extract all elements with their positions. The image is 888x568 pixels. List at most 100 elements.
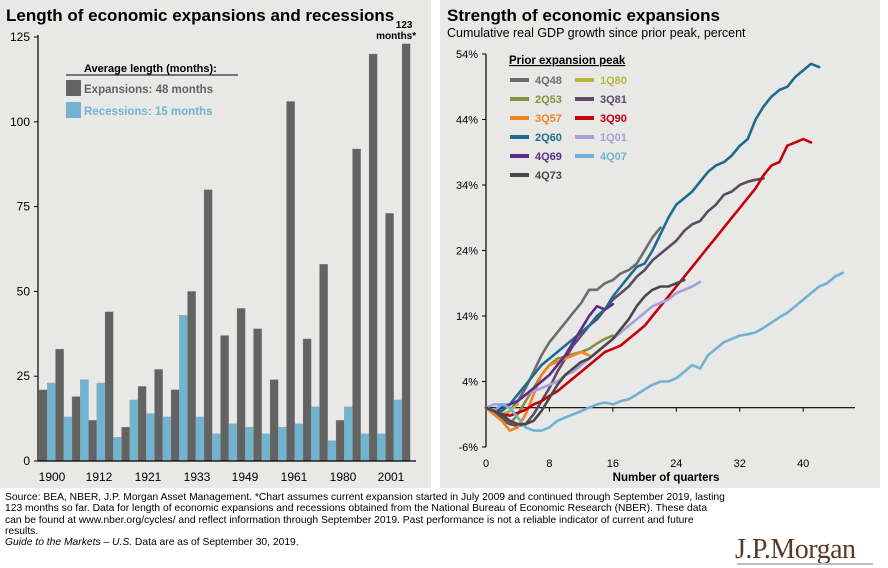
y-tick-label: 125 (10, 30, 30, 44)
legend-heading: Average length (months): (84, 63, 217, 75)
legend-label-recessions: Recessions: 15 months (84, 106, 212, 118)
expansion-bar (352, 148, 361, 462)
recession-bar (344, 406, 353, 462)
recession-bar (245, 426, 254, 462)
legend-label-1q01: 1Q01 (600, 132, 627, 144)
y-tick-label: -6% (458, 442, 478, 454)
x-tick-label: 1900 (39, 470, 66, 484)
expansion-bar (203, 189, 213, 462)
legend-label-1q80: 1Q80 (600, 75, 627, 87)
y-tick-label: 50 (17, 284, 31, 298)
jpmorgan-logo: J.P.Morgan (735, 534, 856, 565)
guide-date: Data are as of September 30, 2019. (132, 537, 299, 549)
guide-note: Guide to the Markets – U.S. Data are as … (5, 537, 725, 548)
recession-bar (96, 382, 106, 462)
x-tick-label: 1949 (232, 470, 259, 484)
recession-bar (261, 433, 271, 462)
recession-bar (47, 382, 56, 462)
expansion-bar (236, 308, 246, 462)
series-line-3q90 (484, 137, 813, 417)
legend-label-expansions: Expansions: 48 months (84, 84, 213, 96)
expansion-bar (38, 389, 48, 462)
expansion-bar (253, 328, 262, 462)
left-chart-title: Length of economic expansions and recess… (6, 6, 395, 25)
y-tick-label: 0 (23, 454, 30, 468)
recession-bar (228, 423, 238, 462)
expansion-bar (55, 348, 64, 462)
recession-bar (129, 399, 139, 462)
legend-label-4q07: 4Q07 (600, 151, 627, 163)
x-tick-label: 24 (670, 458, 682, 470)
y-tick-label: 25 (17, 369, 31, 383)
recession-bar (195, 416, 205, 462)
expansion-bar (154, 369, 163, 462)
legend-swatch-expansions (66, 80, 81, 96)
expansion-bar (286, 101, 295, 462)
expansion-bar (170, 389, 180, 462)
series-line-4q73 (484, 278, 686, 426)
legend-label-3q81: 3Q81 (600, 94, 627, 106)
legend-heading: Prior expansion peak (509, 55, 626, 67)
line-chart: -6% 4% 14% 24% 34% 44% 54% 0 8 16 24 32 40 Number of … (456, 49, 855, 484)
legend-label-4q69: 4Q69 (535, 151, 562, 163)
y-tick-label: 75 (17, 200, 31, 214)
x-tick-label: 16 (607, 458, 619, 470)
expansion-strength-panel: Strength of economic expansions Cumulati… (440, 0, 880, 488)
recession-bar (179, 314, 188, 462)
expansion-bar (269, 379, 279, 462)
recession-bar (377, 433, 386, 462)
logo-underline (737, 563, 873, 565)
expansion-bar (401, 43, 411, 462)
series-line-4q07 (484, 271, 845, 432)
y-tick-label: 44% (456, 115, 478, 127)
footer-notes: Source: BEA, NBER, J.P. Morgan Asset Man… (5, 492, 725, 548)
right-chart-subtitle: Cumulative real GDP growth since prior p… (447, 26, 746, 40)
x-tick-label: 1980 (330, 470, 357, 484)
recession-bar (212, 433, 221, 462)
right-chart-title: Strength of economic expansions (447, 6, 720, 25)
expansion-bar (121, 426, 130, 462)
legend-label-4q48: 4Q48 (535, 75, 562, 87)
bar-chart: 0 25 50 75 100 125 1900 1912 1921 1933 1949 1961 198… (10, 20, 416, 484)
annotation-value: 123 (396, 20, 413, 31)
series-line-2q60 (484, 62, 821, 413)
y-tick-label: 14% (456, 311, 478, 323)
expansion-bar (220, 335, 229, 462)
y-tick-label: 54% (456, 49, 478, 61)
recession-bar (393, 399, 403, 462)
expansion-bar (104, 311, 114, 462)
expansion-bar (187, 291, 196, 462)
y-tick-label: 34% (456, 180, 478, 192)
x-tick-label: 1921 (135, 470, 162, 484)
expansion-bar (302, 338, 312, 462)
expansion-bar (368, 53, 378, 462)
recession-bar (360, 433, 370, 462)
expansion-bar (335, 420, 345, 462)
x-tick-label: 0 (483, 458, 489, 470)
recession-bar (311, 406, 320, 462)
x-tick-label: 8 (546, 458, 552, 470)
x-tick-label: 40 (797, 458, 809, 470)
y-tick-label: 100 (10, 115, 30, 129)
expansion-bar (88, 420, 97, 462)
y-tick-label: 4% (462, 377, 478, 389)
x-tick-label: 1933 (184, 470, 211, 484)
recession-bar (63, 416, 73, 462)
source-note: Source: BEA, NBER, J.P. Morgan Asset Man… (5, 492, 725, 537)
expansion-bar (137, 386, 147, 462)
series-line-4q48 (484, 226, 662, 419)
legend-label-2q60: 2Q60 (535, 132, 562, 144)
y-tick-label: 24% (456, 246, 478, 258)
recession-bar (327, 440, 337, 462)
guide-title: Guide to the Markets – U.S. (5, 537, 133, 549)
x-tick-label: 2001 (378, 470, 405, 484)
recession-bar (80, 379, 89, 462)
legend-label-3q57: 3Q57 (535, 113, 562, 125)
expansion-bar (319, 264, 328, 462)
x-tick-label: 1912 (86, 470, 113, 484)
legend-label-2q53: 2Q53 (535, 94, 562, 106)
expansion-bar (385, 213, 394, 462)
x-axis-label: Number of quarters (613, 472, 720, 484)
series-line-3q81 (484, 177, 765, 428)
x-tick-label: 1961 (281, 470, 308, 484)
